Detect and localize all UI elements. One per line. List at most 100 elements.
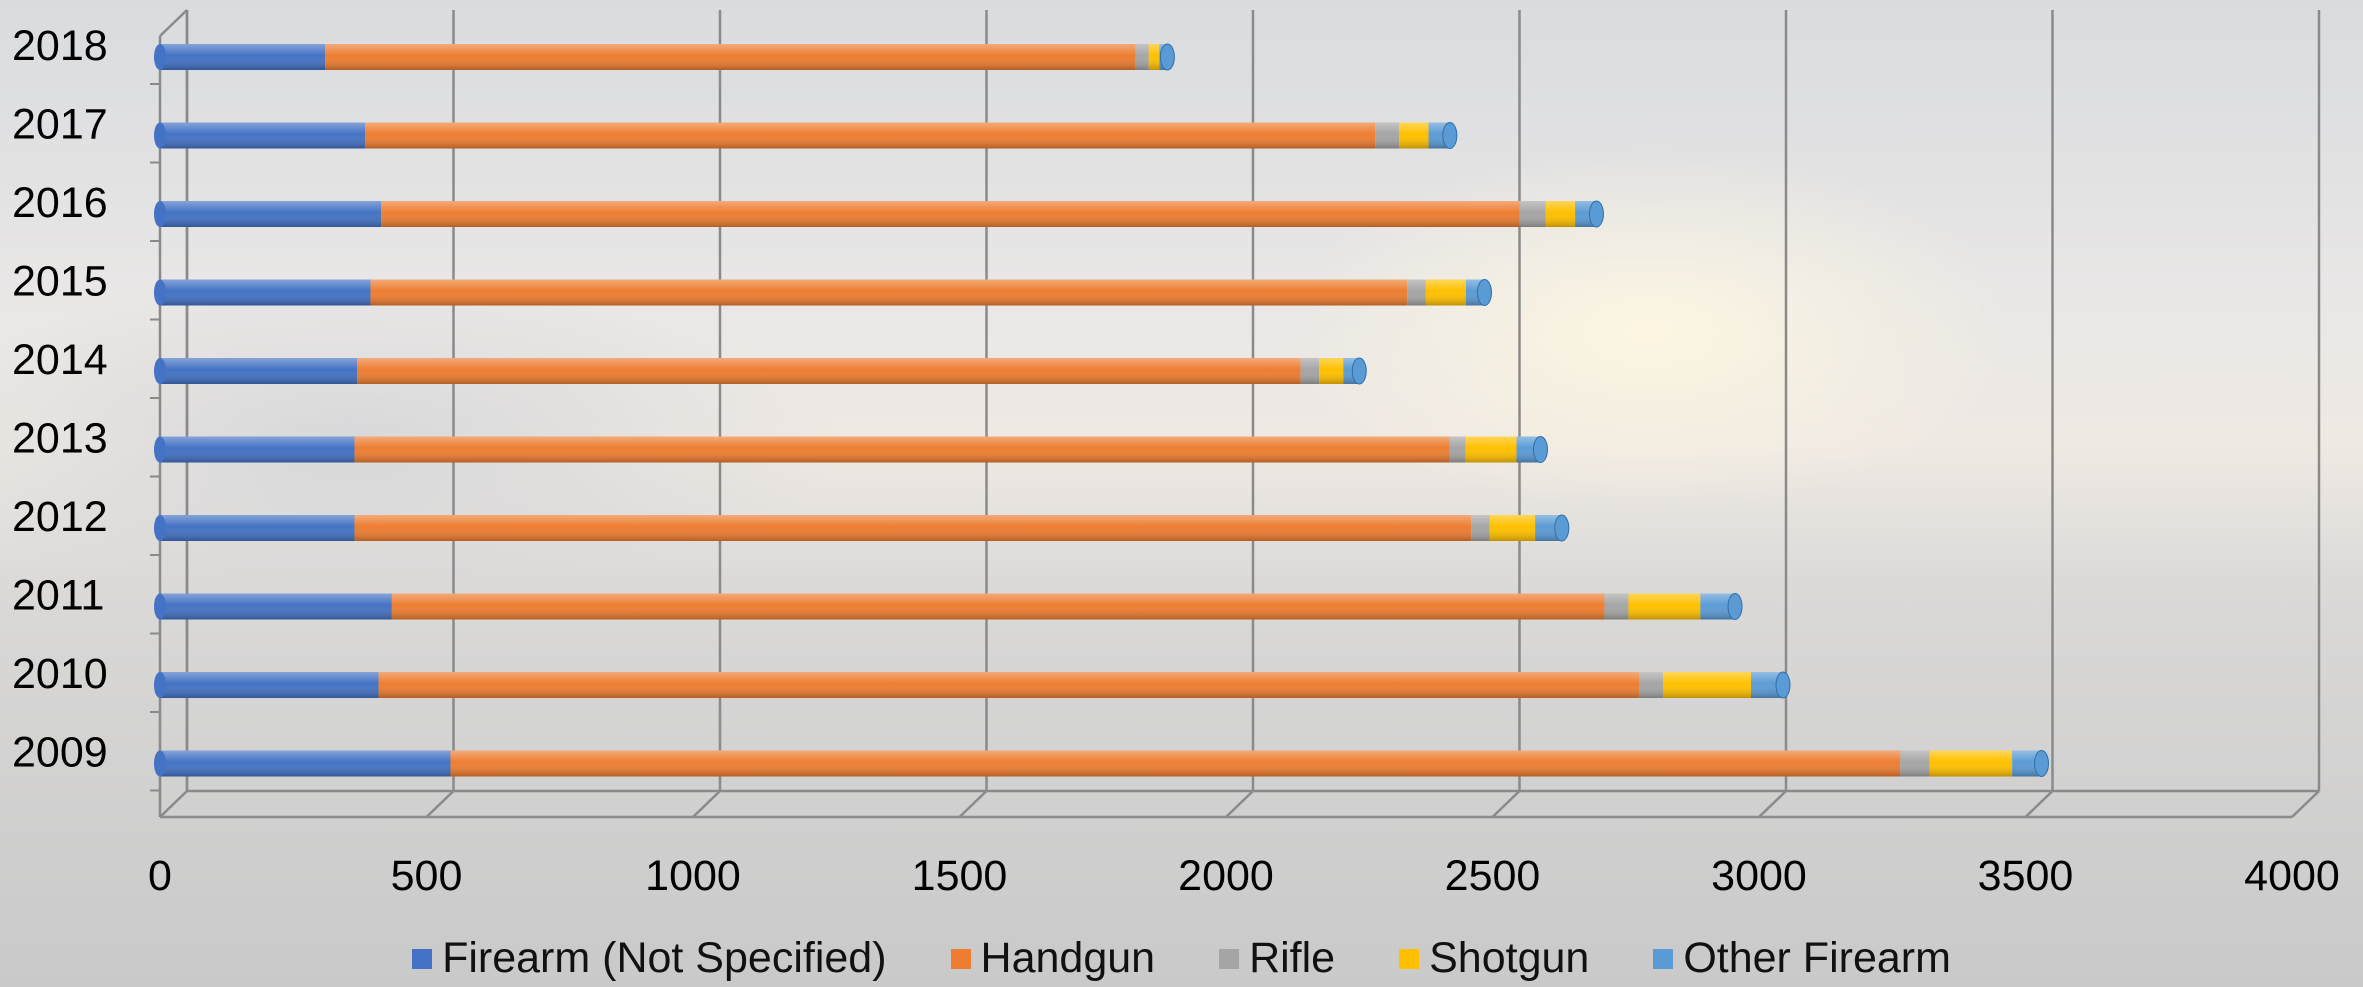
bar-cap-end (1554, 514, 1570, 542)
bar-shading (1519, 201, 1546, 227)
bar-cap-start (154, 44, 166, 70)
x-tick-label: 3500 (1978, 852, 2074, 900)
bar-shading (381, 201, 1520, 227)
gridline-floor (692, 790, 721, 818)
bar-cap-start (154, 750, 166, 777)
bar-shading (160, 672, 379, 698)
bar-shading (1628, 593, 1701, 620)
bar-shading (1375, 122, 1400, 149)
bar-shading (1465, 436, 1517, 463)
bar-shading (1663, 672, 1752, 698)
y-tick-label: 2013 (12, 415, 108, 463)
bar-cap-start (154, 672, 166, 698)
bar-shading (160, 44, 326, 70)
y-tick-label: 2015 (12, 258, 108, 306)
bar-cap-start (154, 122, 166, 149)
bar-shading (1300, 358, 1320, 384)
bar-cap-start (154, 279, 166, 306)
bar-shading (1399, 122, 1429, 149)
bar-shading (391, 593, 1605, 620)
y-tick-label: 2017 (12, 101, 108, 149)
x-tick-label: 500 (391, 852, 463, 900)
bar-shading (1489, 515, 1536, 541)
bar-cap-end (1159, 43, 1175, 71)
legend-item: Handgun (950, 934, 1156, 983)
gridline-floor (2291, 790, 2320, 818)
y-tick-label: 2012 (12, 493, 108, 541)
bar-shading (160, 279, 371, 306)
legend-label: Handgun (980, 934, 1156, 982)
legend-label: Shotgun (1429, 934, 1590, 982)
legend-swatch (1653, 948, 1674, 969)
bar-cap-end (1442, 122, 1458, 149)
bar-shading (1425, 279, 1466, 306)
bar-shading (1148, 44, 1160, 70)
legend: Firearm (Not Specified) Handgun Rifle Shotg… (0, 930, 2363, 987)
gridline-floor (2024, 790, 2054, 818)
bar-cap-end (2033, 750, 2049, 777)
legend-item: Firearm (Not Specified) (412, 934, 887, 983)
bar-cap-end (1588, 200, 1604, 228)
bar-shading (160, 593, 392, 620)
bar-shading (1407, 279, 1426, 306)
legend-label: Firearm (Not Specified) (442, 934, 887, 982)
bar-shading (1449, 436, 1466, 463)
legend-swatch (1399, 948, 1420, 969)
gridline-floor (425, 790, 455, 818)
bar-shading (1639, 672, 1664, 698)
gridline-floor (958, 790, 988, 818)
x-tick-label: 1000 (645, 852, 741, 900)
legend-swatch (412, 948, 433, 969)
y-tick-label: 2016 (12, 179, 108, 227)
bar-shading (160, 750, 451, 777)
bar-shading (450, 750, 1901, 777)
bar-shading (160, 201, 382, 227)
bar-shading (1929, 750, 2013, 777)
bars (154, 43, 2049, 777)
bar-shading (365, 122, 1376, 149)
bar-shading (1135, 44, 1149, 70)
bar-cap-end (1351, 357, 1367, 385)
x-tick-label: 3000 (1711, 852, 1807, 900)
bar-cap-end (1727, 593, 1743, 620)
gridline-floor (159, 790, 188, 818)
bar-shading (160, 436, 355, 463)
legend-label: Rifle (1249, 934, 1336, 982)
x-tick-label: 2500 (1445, 852, 1541, 900)
bar-shading (357, 358, 1301, 384)
legend-swatch (1219, 948, 1240, 969)
tick-labels: 0 500 1000 1500 2000 2500 3000 3500 4000 2018 2017… (12, 22, 2340, 900)
bar-cap-end (1775, 671, 1791, 699)
bar-shading (370, 279, 1408, 306)
bar-cap-start (154, 515, 166, 541)
x-tick-label: 1500 (912, 852, 1008, 900)
bar-cap-start (154, 593, 166, 620)
bar-cap-start (154, 201, 166, 227)
legend-label: Other Firearm (1683, 934, 1951, 982)
bar-shading (160, 358, 358, 384)
bar-shading (325, 44, 1136, 70)
bar-cap-end (1477, 279, 1493, 306)
bar-shading (1900, 750, 1930, 777)
y-tick-label: 2009 (12, 729, 108, 777)
gridline-floor (1491, 790, 1521, 818)
x-tick-label: 2000 (1178, 852, 1274, 900)
y-tick-label: 2010 (12, 650, 108, 698)
bar-shading (1604, 593, 1629, 620)
x-tick-label: 4000 (2244, 852, 2340, 900)
bar-shading (160, 515, 355, 541)
y-tick-label: 2014 (12, 336, 108, 384)
legend-item: Rifle (1219, 934, 1335, 983)
bar-shading (378, 672, 1640, 698)
y-axis-top-edge (159, 9, 188, 37)
bar-cap-start (154, 358, 166, 384)
bar-shading (160, 122, 366, 149)
gridline-floor (1225, 790, 1254, 818)
bar-shading (354, 436, 1450, 463)
y-tick-label: 2011 (12, 572, 104, 620)
bar-cap-end (1532, 436, 1548, 463)
bar-shading (1319, 358, 1344, 384)
gridline-floor (1758, 790, 1787, 818)
